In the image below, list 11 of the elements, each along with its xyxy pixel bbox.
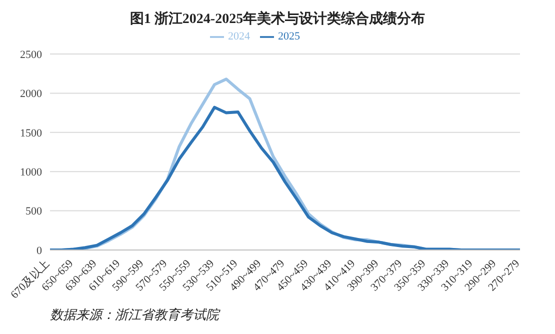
y-tick-label: 0 [36,244,42,257]
source-note: 数据来源：浙江省教育考试院 [50,306,219,324]
legend-label: 2025 [278,30,300,43]
y-tick-label: 500 [26,206,42,218]
y-tick-label: 1000 [20,166,42,179]
chart-title: 图1 浙江2024-2025年美术与设计类综合成绩分布 [128,10,426,28]
line-series [48,106,522,250]
y-tick-label: 2000 [20,88,42,100]
legend-label: 2024 [228,30,250,43]
y-tick-label: 1500 [20,127,42,140]
y-tick-label: 2500 [20,48,42,61]
